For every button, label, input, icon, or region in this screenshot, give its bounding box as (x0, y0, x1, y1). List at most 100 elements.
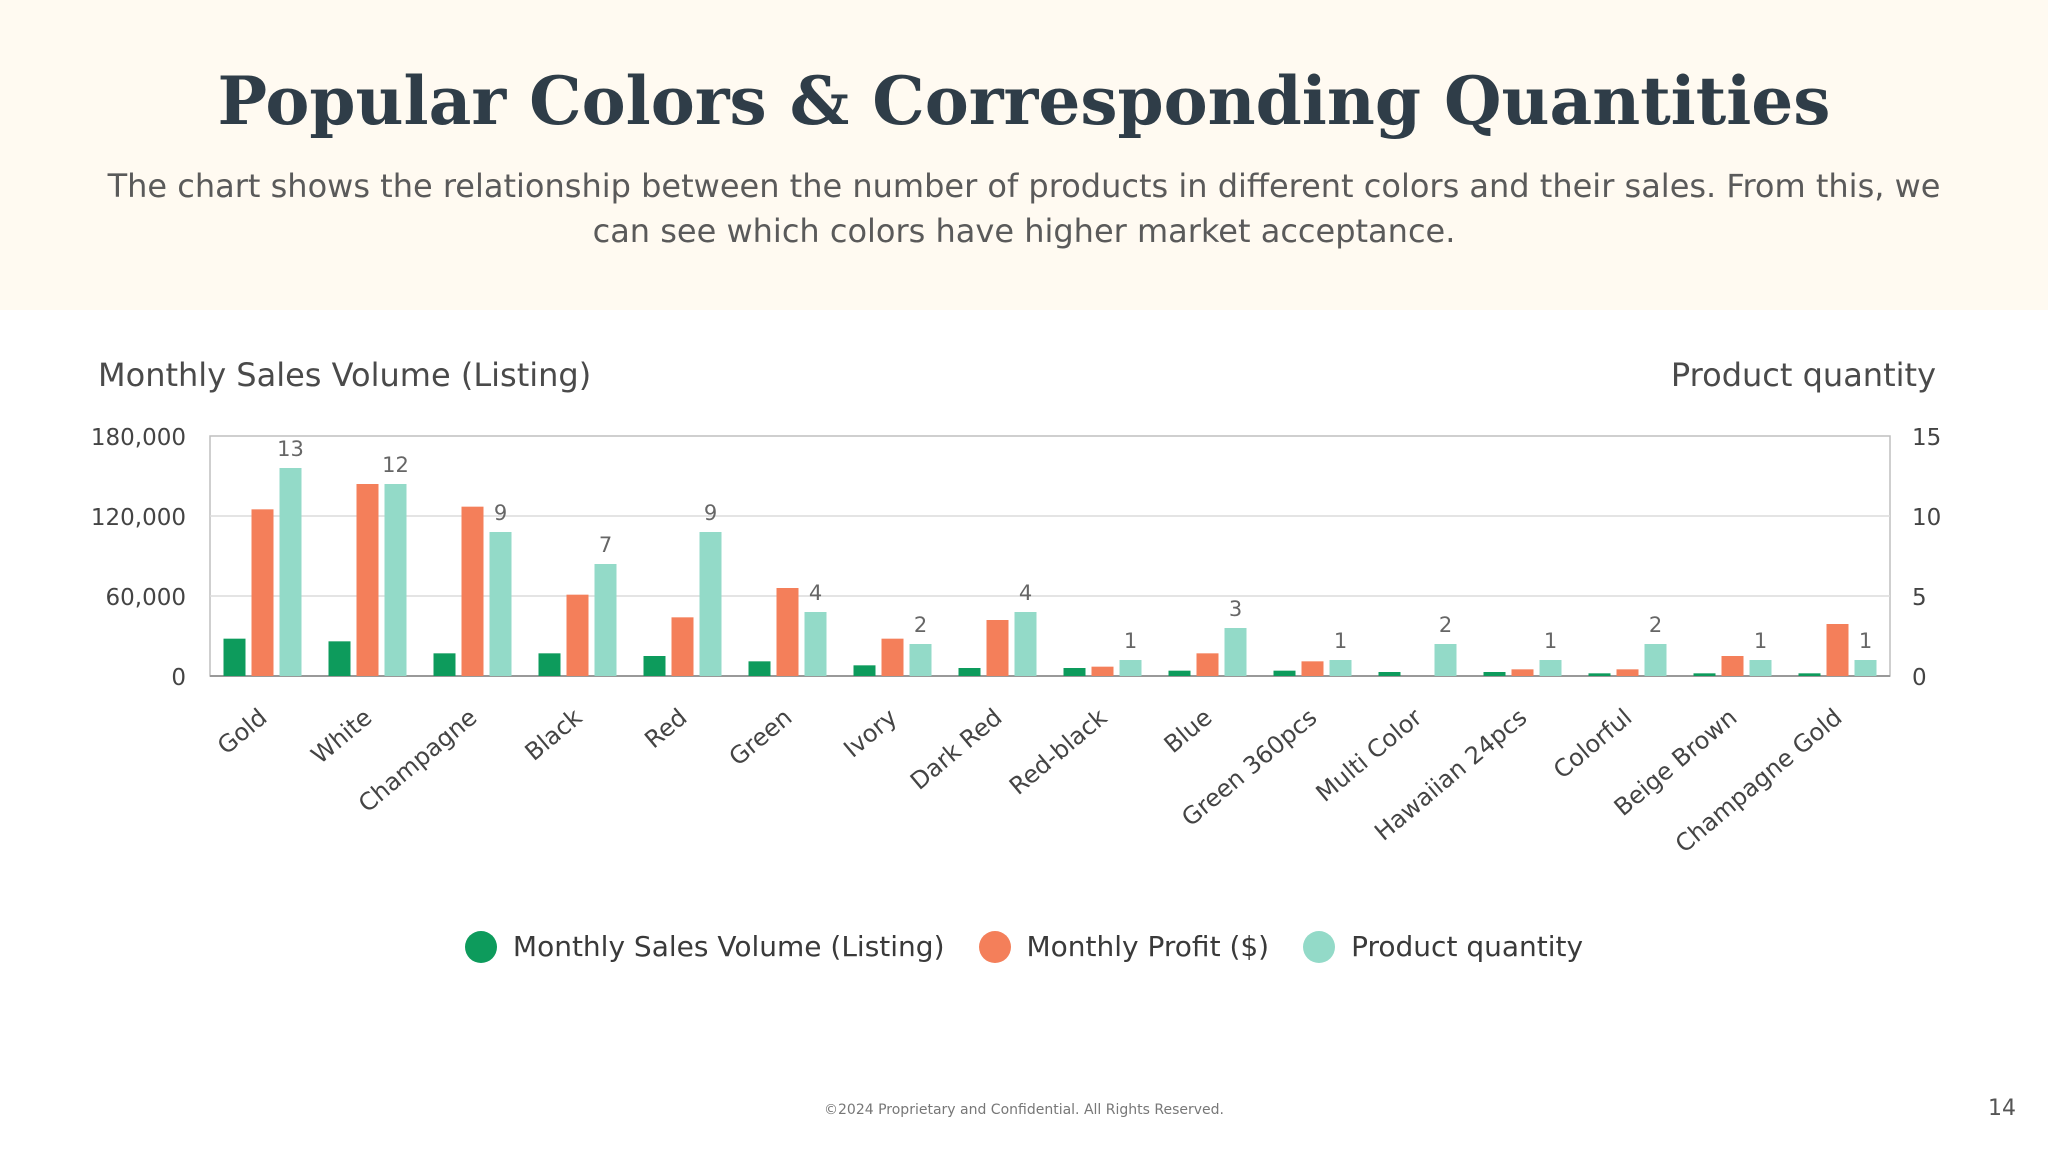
y-tick-label: 120,000 (91, 505, 186, 531)
bar-quantity (1329, 660, 1352, 676)
x-tick-label: Ivory (838, 703, 902, 763)
y2-tick-label: 0 (1912, 665, 1927, 691)
bar-sales (1273, 670, 1296, 676)
bar-quantity (909, 644, 932, 676)
quantity-data-label: 1 (1754, 629, 1767, 653)
bar-sales (1798, 673, 1821, 676)
bar-profit (986, 620, 1009, 676)
bar-sales (538, 653, 561, 676)
bar-profit (881, 638, 904, 676)
y-tick-label: 60,000 (106, 585, 186, 611)
page-number: 14 (1988, 1096, 2016, 1121)
bar-quantity (384, 484, 407, 676)
bar-profit (1196, 653, 1219, 676)
bar-sales (958, 668, 981, 676)
bar-profit (1301, 661, 1324, 676)
legend-item-quantity[interactable]: Product quantity (1303, 930, 1583, 963)
bar-profit (461, 506, 484, 676)
bar-sales (223, 638, 246, 676)
bar-sales (1483, 672, 1506, 676)
bar-profit (776, 588, 799, 676)
bar-quantity (1644, 644, 1667, 676)
bar-sales (643, 656, 666, 676)
y-tick-label: 180,000 (91, 425, 186, 451)
bar-profit (566, 594, 589, 676)
x-tick-label: White (306, 703, 377, 769)
bar-sales (433, 653, 456, 676)
footer-copyright: ©2024 Proprietary and Confidential. All … (824, 1102, 1224, 1118)
quantity-data-label: 1 (1544, 629, 1557, 653)
bar-sales (748, 661, 771, 676)
quantity-data-label: 7 (599, 533, 612, 557)
page-title: Popular Colors & Corresponding Quantitie… (217, 62, 1831, 140)
x-tick-label: Blue (1159, 703, 1218, 759)
bar-profit (1826, 624, 1849, 676)
right-axis-title: Product quantity (1670, 356, 1936, 394)
quantity-data-label: 9 (704, 501, 717, 525)
x-tick-label: Red (639, 703, 692, 754)
bar-quantity (699, 532, 722, 676)
legend-label-profit: Monthly Profit ($) (1026, 930, 1270, 963)
bar-sales (1693, 673, 1716, 676)
legend-item-profit[interactable]: Monthly Profit ($) (978, 930, 1270, 963)
legend-dot-profit (978, 930, 1011, 963)
x-tick-label: Black (520, 703, 588, 766)
quantity-data-label: 4 (809, 581, 822, 605)
bar-profit (1616, 669, 1639, 676)
bar-profit (1091, 666, 1114, 676)
bar-quantity (279, 468, 302, 676)
y2-tick-label: 15 (1912, 425, 1941, 451)
bar-profit (251, 509, 274, 676)
quantity-data-label: 2 (1649, 613, 1662, 637)
quantity-data-label: 13 (277, 437, 304, 461)
legend-dot-quantity (1303, 930, 1336, 963)
x-tick-label: Colorful (1548, 703, 1637, 784)
quantity-data-label: 2 (914, 613, 927, 637)
x-tick-label: Gold (212, 703, 272, 760)
legend-label-quantity: Product quantity (1351, 930, 1584, 963)
bar-profit (356, 484, 379, 676)
bar-profit (1721, 656, 1744, 676)
bar-sales (1588, 673, 1611, 676)
bar-quantity (1224, 628, 1247, 676)
quantity-data-label: 1 (1334, 629, 1347, 653)
quantity-data-label: 12 (382, 453, 409, 477)
bar-sales (328, 641, 351, 676)
bar-quantity (1119, 660, 1142, 676)
quantity-data-label: 4 (1019, 581, 1032, 605)
bar-quantity (1854, 660, 1877, 676)
bar-quantity (1539, 660, 1562, 676)
x-tick-label: Dark Red (905, 703, 1007, 795)
quantity-data-label: 9 (494, 501, 507, 525)
legend-label-sales: Monthly Sales Volume (Listing) (512, 930, 945, 963)
y-tick-label: 0 (171, 665, 186, 691)
chart-legend: Monthly Sales Volume (Listing) Monthly P… (0, 930, 2048, 963)
bar-quantity (489, 532, 512, 676)
quantity-data-label: 1 (1859, 629, 1872, 653)
bar-quantity (1749, 660, 1772, 676)
legend-item-sales[interactable]: Monthly Sales Volume (Listing) (464, 930, 945, 963)
bar-chart: 060,000120,000180,00005101513Gold12White… (91, 425, 1941, 858)
quantity-data-label: 2 (1439, 613, 1452, 637)
page-subtitle: The chart shows the relationship between… (107, 167, 1941, 250)
x-tick-label: Red-black (1004, 703, 1112, 800)
left-axis-title: Monthly Sales Volume (Listing) (98, 356, 592, 394)
bar-sales (1168, 670, 1191, 676)
bar-profit (1511, 669, 1534, 676)
bar-sales (853, 665, 876, 676)
quantity-data-label: 1 (1124, 629, 1137, 653)
y2-tick-label: 10 (1912, 505, 1941, 531)
quantity-data-label: 3 (1229, 597, 1242, 621)
header-band (0, 0, 2048, 310)
bar-quantity (594, 564, 617, 676)
bar-sales (1063, 668, 1086, 676)
bar-sales (1378, 672, 1401, 676)
bar-quantity (804, 612, 827, 676)
y2-tick-label: 5 (1912, 585, 1927, 611)
bar-quantity (1014, 612, 1037, 676)
x-tick-label: Green (724, 703, 798, 771)
bar-quantity (1434, 644, 1457, 676)
legend-dot-sales (464, 930, 497, 963)
bar-profit (671, 617, 694, 676)
